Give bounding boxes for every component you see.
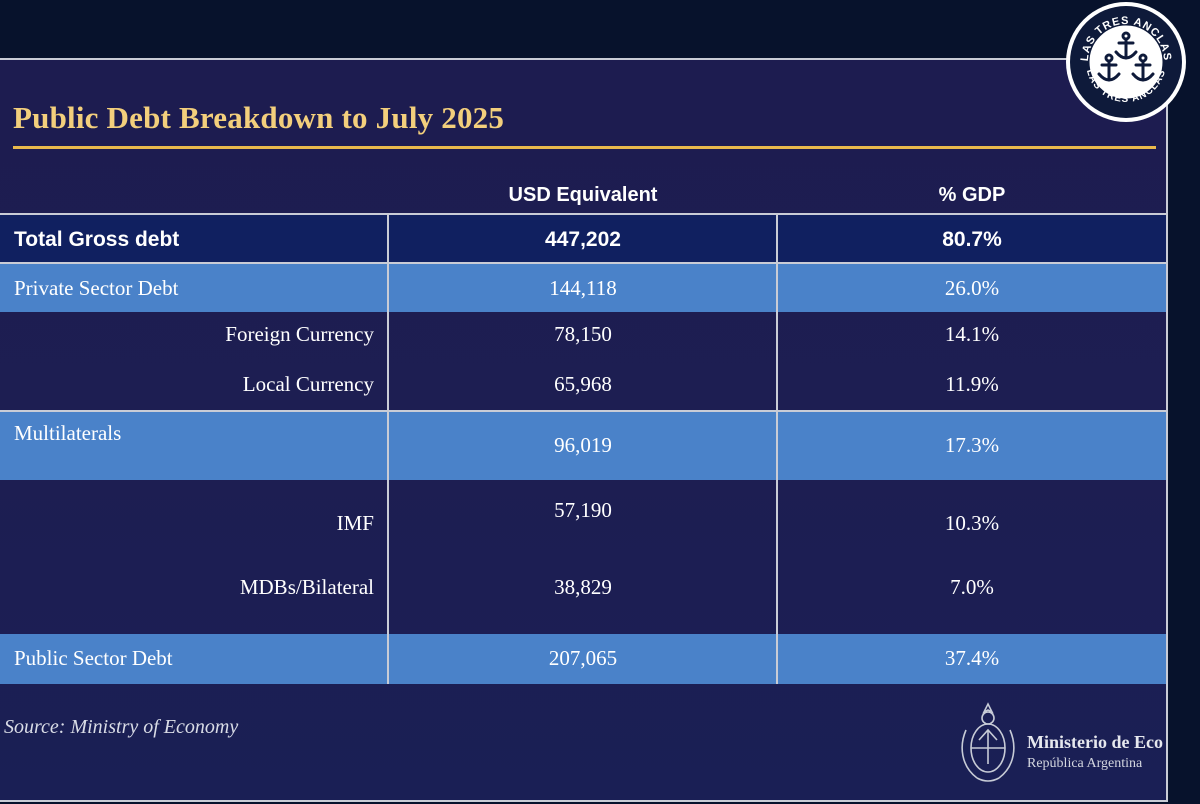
title-underline: [13, 146, 1156, 149]
source-note: Source: Ministry of Economy: [4, 716, 239, 738]
argentina-coat-of-arms-icon: [961, 702, 1015, 782]
row-gdp: 11.9%: [945, 372, 999, 396]
anchor-icon: [1097, 31, 1155, 82]
row-label: MDBs/Bilateral: [239, 575, 374, 599]
column-divider: [776, 213, 778, 684]
row-label: Local Currency: [242, 372, 374, 396]
ministry-name: Ministerio de Eco: [1027, 732, 1163, 752]
row-usd: 38,829: [554, 575, 612, 599]
row-gdp: 7.0%: [950, 575, 994, 599]
table-row-foreign: Foreign Currency 78,150 14.1%: [0, 312, 1166, 361]
row-label: Public Sector Debt: [14, 646, 173, 670]
row-usd: 57,190: [554, 498, 612, 522]
column-header-usd: USD Equivalent: [508, 184, 658, 206]
row-usd: 447,202: [545, 228, 621, 251]
row-label: IMF: [336, 511, 374, 535]
table-row-private: Private Sector Debt 144,118 26.0%: [0, 262, 1166, 312]
row-gdp: 17.3%: [944, 433, 1000, 457]
ministry-brand: Ministerio de Eco República Argentina: [955, 700, 1166, 790]
page-title: Public Debt Breakdown to July 2025: [13, 100, 505, 135]
row-gdp: 80.7%: [942, 228, 1002, 251]
row-usd: 207,065: [548, 646, 618, 670]
table-row-mdbs: MDBs/Bilateral 38,829 7.0%: [0, 554, 1166, 634]
row-usd: 78,150: [554, 322, 612, 346]
row-gdp: 14.1%: [944, 322, 1000, 346]
table-row-local: Local Currency 65,968 11.9%: [0, 361, 1166, 410]
table-row-multilaterals: Multilaterals 96,019 17.3%: [0, 410, 1166, 480]
table-row-total: Total Gross debt 447,202 80.7%: [0, 213, 1166, 264]
row-label: Multilaterals: [14, 421, 122, 445]
las-tres-anclas-logo: LAS TRES ANCLAS LAS TRES ANCLAS: [1066, 2, 1186, 122]
column-divider: [387, 213, 389, 684]
row-label: Total Gross debt: [14, 228, 180, 251]
row-usd: 144,118: [549, 276, 617, 300]
row-usd: 65,968: [554, 372, 612, 396]
row-label: Private Sector Debt: [14, 276, 179, 300]
row-gdp: 10.3%: [944, 511, 1000, 535]
row-gdp: 26.0%: [944, 276, 1000, 300]
column-header-gdp: % GDP: [938, 184, 1006, 206]
ministry-subtitle: República Argentina: [1027, 756, 1143, 771]
table-row-imf: IMF 57,190 10.3%: [0, 480, 1166, 554]
row-label: Foreign Currency: [225, 322, 374, 346]
row-usd: 96,019: [554, 433, 612, 457]
row-gdp: 37.4%: [944, 646, 1000, 670]
table-row-public: Public Sector Debt 207,065 37.4%: [0, 634, 1166, 684]
slide-frame: Public Debt Breakdown to July 2025 USD E…: [0, 58, 1168, 802]
